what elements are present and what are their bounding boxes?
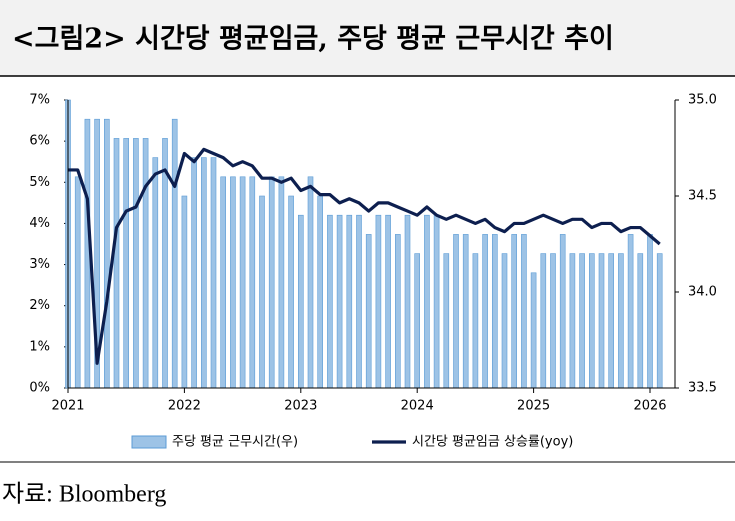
y2-tick-label: 33.5 (688, 381, 717, 396)
title-background (0, 0, 735, 76)
y-tick-label: 4% (29, 216, 50, 231)
bar (152, 157, 159, 389)
x-tick-label: 2023 (284, 399, 317, 414)
bar (511, 234, 518, 389)
chart-title: <그림2> 시간당 평균임금, 주당 평균 근무시간 추이 (12, 24, 614, 55)
bar (559, 234, 566, 389)
bar (433, 214, 440, 389)
bar (627, 234, 634, 389)
bar (307, 176, 314, 389)
bar (239, 176, 246, 389)
bar (74, 176, 81, 389)
bar (104, 118, 110, 389)
bar (317, 195, 324, 389)
y-tick-label: 6% (29, 134, 50, 149)
bar (220, 176, 226, 389)
bar (588, 253, 595, 389)
bar (210, 157, 217, 389)
bar (375, 214, 382, 389)
x-tick-label: 2024 (401, 399, 434, 414)
bar (424, 214, 430, 389)
bar (656, 253, 663, 389)
bar (569, 253, 576, 389)
bar (336, 214, 343, 389)
bar (259, 195, 265, 389)
bar (404, 214, 411, 389)
bar (530, 272, 537, 389)
bar (462, 234, 469, 389)
bar (181, 195, 188, 389)
bar (647, 234, 653, 389)
y2-tick-label: 34.0 (688, 285, 717, 300)
bar (443, 253, 450, 389)
y-tick-label: 2% (29, 298, 50, 313)
bar (394, 234, 401, 389)
y2-tick-label: 35.0 (688, 93, 717, 108)
bar (249, 176, 256, 389)
bar (414, 253, 421, 389)
bar (230, 176, 236, 389)
bar (579, 253, 585, 389)
bar (346, 214, 353, 389)
bar (133, 138, 139, 389)
bar (268, 176, 275, 389)
legend-label: 주당 평균 근무시간(우) (172, 435, 298, 450)
bar (297, 214, 304, 389)
bar (482, 234, 488, 389)
x-tick-label: 2022 (168, 399, 201, 414)
bar (113, 138, 120, 389)
x-tick-label: 2025 (517, 399, 550, 414)
bar (491, 234, 498, 389)
bar (327, 214, 333, 389)
bar (598, 253, 605, 389)
bar (356, 214, 362, 389)
bar (608, 253, 615, 389)
bar (550, 253, 556, 389)
bar (171, 118, 178, 389)
y-tick-label: 5% (29, 175, 50, 190)
bar (123, 138, 129, 389)
bar (501, 253, 508, 389)
y-tick-label: 3% (29, 257, 50, 272)
bar (618, 253, 624, 389)
x-tick-label: 2026 (633, 399, 666, 414)
bar (521, 234, 527, 389)
bar (278, 176, 285, 389)
bar (365, 234, 372, 389)
bar (385, 214, 391, 389)
line (68, 147, 661, 365)
bar (472, 253, 479, 389)
bar (142, 138, 149, 389)
y2-tick-label: 34.5 (688, 189, 717, 204)
y-tick-label: 7% (29, 93, 50, 108)
bar (191, 157, 197, 389)
bar (540, 253, 547, 389)
x-tick-label: 2021 (51, 399, 84, 414)
legend-swatch (131, 435, 167, 449)
bar (637, 253, 644, 389)
legend-label: 시간당 평균임금 상승률(yoy) (412, 435, 573, 450)
source: 자료: Bloomberg (2, 481, 166, 508)
bar (201, 157, 207, 389)
bar (453, 234, 459, 389)
bar (288, 195, 294, 389)
y-tick-label: 0% (29, 381, 50, 396)
y-tick-label: 1% (29, 339, 50, 354)
